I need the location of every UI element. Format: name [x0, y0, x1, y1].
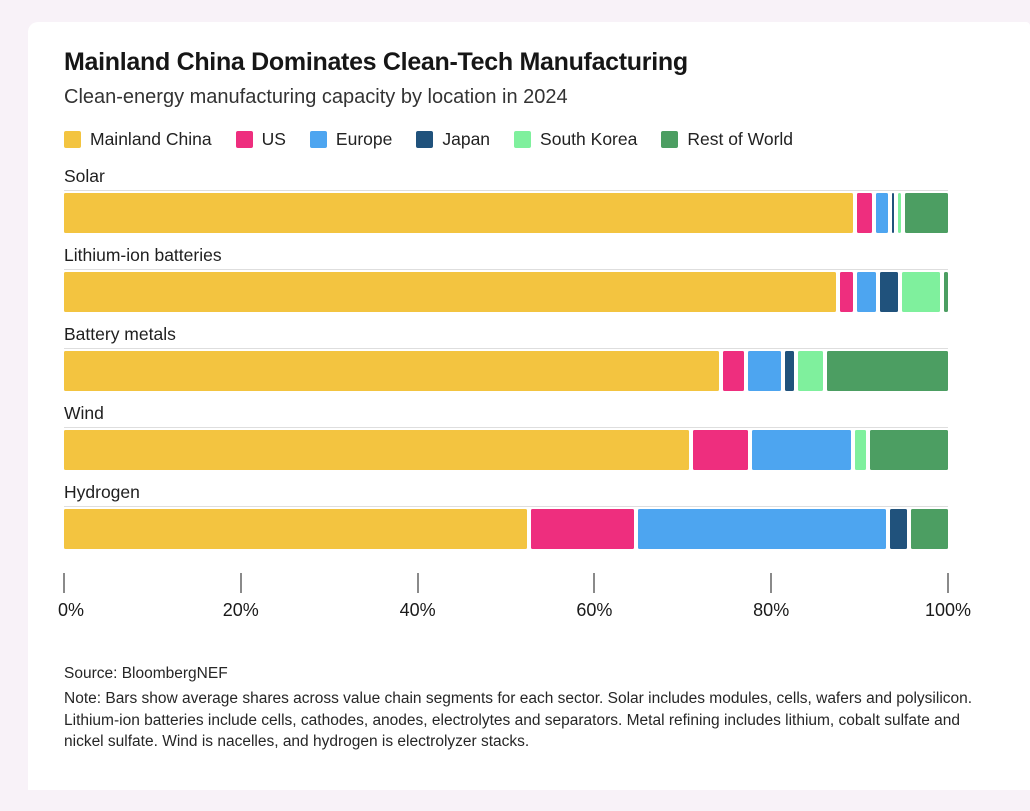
bar-segment-japan	[880, 272, 898, 312]
legend-label: Mainland China	[90, 129, 212, 149]
legend-swatch-japan	[416, 131, 434, 148]
bar-label: Wind	[64, 403, 948, 428]
chart-row-battery-metals: Battery metals	[64, 324, 948, 391]
axis-tick-label: 80%	[753, 600, 790, 620]
chart-subtitle: Clean-energy manufacturing capacity by l…	[64, 86, 568, 108]
legend-label: Japan	[442, 129, 491, 149]
bar-segment-europe	[747, 351, 782, 391]
bar-label: Battery metals	[64, 324, 948, 349]
chart-row-lithium-ion-batteries: Lithium-ion batteries	[64, 245, 948, 312]
bar-hydrogen	[64, 509, 948, 549]
legend-swatch-rest-of-world	[661, 131, 679, 148]
bar-segment-us	[839, 272, 853, 312]
legend-label: Europe	[335, 129, 393, 149]
chart-row-wind: Wind	[64, 403, 948, 470]
bar-segment-us	[856, 193, 873, 233]
bar-lithium-ion-batteries	[64, 272, 948, 312]
legend-label: South Korea	[540, 129, 638, 149]
footer: Source: BloombergNEF Note: Bars show ave…	[64, 665, 980, 753]
bar-segment-us	[692, 430, 748, 470]
axis-tick-label: 100%	[924, 600, 972, 620]
axis-tick-label: 60%	[576, 600, 613, 620]
legend-label: Rest of World	[687, 129, 794, 149]
note-text: Note: Bars show average shares across va…	[64, 690, 973, 750]
bar-segment-rest-of-world	[910, 509, 948, 549]
legend-label: US	[261, 129, 286, 149]
bar-label: Solar	[64, 166, 948, 191]
bar-segment-mainland-china	[64, 430, 689, 470]
chart-area: Solar Lithium-ion batteries Battery metals…	[64, 166, 948, 549]
bar-segment-south-korea	[797, 351, 824, 391]
legend-swatch-europe	[309, 131, 327, 148]
legend-item-mainland-china: Mainland China	[64, 129, 212, 150]
x-axis: 0% 20% 40% 60% 80% 100%	[58, 573, 971, 625]
legend-item-south-korea: South Korea	[514, 129, 637, 150]
bar-segment-rest-of-world	[827, 351, 948, 391]
bar-segment-europe	[751, 430, 852, 470]
bar-solar	[64, 193, 948, 233]
legend: Mainland China US Europe Japan South Korea Re…	[64, 129, 990, 150]
bar-label: Hydrogen	[64, 482, 948, 507]
bar-segment-mainland-china	[64, 351, 719, 391]
bar-battery-metals	[64, 351, 948, 391]
axis-tick-label: 20%	[222, 600, 259, 620]
bar-wind	[64, 430, 948, 470]
legend-item-europe: Europe	[309, 129, 393, 150]
bar-segment-europe	[876, 193, 888, 233]
legend-swatch-us	[235, 131, 253, 148]
bar-segment-japan	[891, 193, 895, 233]
bar-segment-south-korea	[901, 272, 940, 312]
axis-tick	[593, 573, 596, 593]
axis-tick	[947, 573, 949, 593]
bar-segment-south-korea	[898, 193, 901, 233]
axis-tick-label: 40%	[399, 600, 436, 620]
bar-segment-mainland-china	[64, 272, 836, 312]
bar-segment-japan	[890, 509, 907, 549]
bar-segment-rest-of-world	[904, 193, 948, 233]
bar-segment-japan	[785, 351, 794, 391]
chart-card: Mainland China Dominates Clean-Tech Manu…	[28, 22, 1030, 790]
legend-item-us: US	[235, 129, 286, 150]
bar-segment-us	[722, 351, 744, 391]
bar-segment-europe	[856, 272, 877, 312]
bar-segment-rest-of-world	[869, 430, 948, 470]
chart-title: Mainland China Dominates Clean-Tech Manu…	[64, 48, 688, 76]
chart-row-hydrogen: Hydrogen	[64, 482, 948, 549]
bar-segment-south-korea	[855, 430, 866, 470]
bar-segment-us	[530, 509, 634, 549]
legend-item-rest-of-world: Rest of World	[661, 129, 793, 150]
axis-tick-label: 0%	[58, 600, 85, 620]
legend-swatch-mainland-china	[64, 131, 81, 148]
bar-segment-mainland-china	[64, 193, 853, 233]
axis-tick	[770, 573, 773, 593]
bar-segment-mainland-china	[64, 509, 527, 549]
axis-tick	[63, 573, 65, 593]
source-text: Source: BloombergNEF	[64, 665, 228, 682]
legend-swatch-south-korea	[514, 131, 532, 148]
bar-segment-rest-of-world	[943, 272, 948, 312]
chart-row-solar: Solar	[64, 166, 948, 233]
bar-segment-europe	[637, 509, 887, 549]
bar-label: Lithium-ion batteries	[64, 245, 948, 270]
axis-tick	[416, 573, 419, 593]
legend-item-japan: Japan	[416, 129, 490, 150]
axis-tick	[239, 573, 242, 593]
